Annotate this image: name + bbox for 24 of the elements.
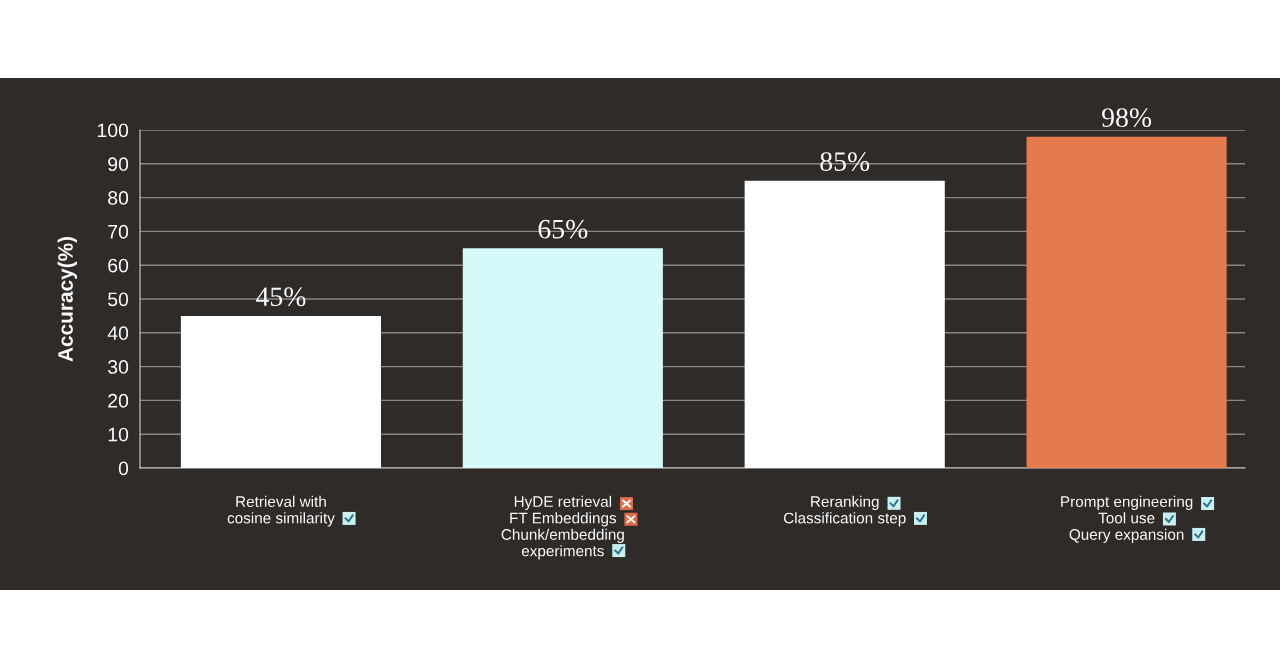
x-tick-label: Prompt engineering Tool use Query expansion (1061, 495, 1193, 543)
y-tick-label: 10 (108, 427, 129, 442)
data-label: 85% (820, 152, 870, 171)
bar (180, 315, 382, 468)
y-axis-title: Accuracy(%) (57, 236, 78, 362)
y-tick-label: 100 (97, 123, 129, 138)
y-tick-label: 20 (108, 393, 129, 408)
data-label: 65% (538, 219, 588, 239)
y-tick-label: 60 (108, 258, 129, 273)
y-tick-label: 90 (108, 157, 129, 172)
x-tick-label: Retrieval with cosine similarity (227, 495, 335, 527)
bar (462, 248, 663, 468)
y-tick-label: 0 (118, 461, 129, 476)
bar (1026, 136, 1227, 468)
y-tick-label: 40 (107, 326, 129, 341)
data-label: 45% (256, 287, 306, 307)
y-tick-label: 70 (108, 224, 129, 239)
bar (744, 180, 945, 468)
y-tick-label: 30 (108, 360, 129, 374)
x-tick-label: Reranking Classification step (783, 495, 906, 527)
y-tick-label: 50 (108, 292, 129, 307)
y-tick-label: 80 (108, 191, 129, 205)
x-tick-label: HyDE retrieval FT Embeddings Chunk/embedding experiments (501, 495, 624, 560)
data-label: 98% (1102, 108, 1152, 128)
